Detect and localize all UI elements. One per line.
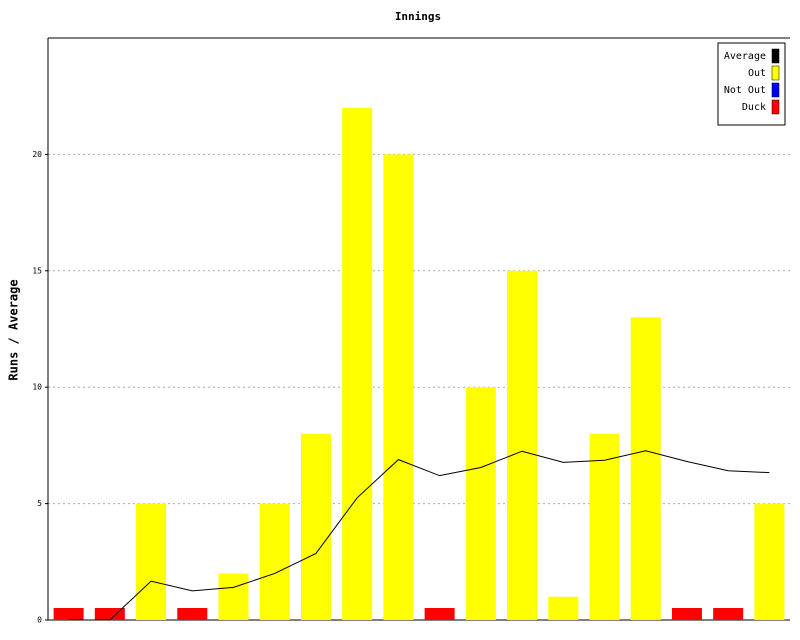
bar	[548, 596, 579, 620]
duck-marker	[94, 608, 125, 620]
duck-marker	[671, 608, 702, 620]
chart-title: Innings	[395, 10, 441, 23]
legend-swatch	[771, 48, 780, 64]
bar	[218, 573, 249, 620]
legend-swatch	[771, 65, 780, 81]
bar	[259, 503, 290, 620]
legend-label: Not Out	[724, 85, 766, 96]
legend-label: Average	[724, 51, 766, 62]
legend-swatch	[771, 82, 780, 98]
duck-marker	[424, 608, 455, 620]
bar	[300, 433, 331, 620]
bar	[136, 503, 167, 620]
bar	[754, 503, 785, 620]
duck-marker	[53, 608, 84, 620]
y-tick-label: 5	[37, 499, 42, 508]
duck-marker	[713, 608, 744, 620]
y-tick-label: 10	[32, 383, 42, 392]
bar	[589, 433, 620, 620]
average-line	[68, 450, 770, 621]
legend-label: Duck	[742, 102, 766, 113]
bar	[383, 154, 414, 620]
bar	[507, 270, 538, 620]
y-axis-label: Runs / Average	[7, 279, 21, 380]
bar	[630, 317, 661, 620]
legend-label: Out	[748, 68, 766, 79]
y-tick-label: 20	[32, 150, 42, 159]
legend-swatch	[771, 99, 780, 115]
y-tick-label: 0	[37, 616, 42, 625]
bar	[342, 107, 373, 621]
y-tick-label: 15	[32, 266, 42, 275]
duck-marker	[177, 608, 208, 620]
bar	[465, 387, 496, 620]
